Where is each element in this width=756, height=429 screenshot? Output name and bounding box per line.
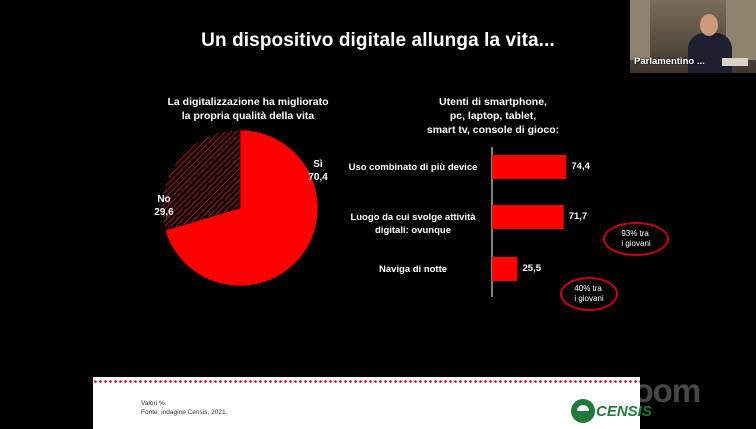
participant-head bbox=[700, 14, 718, 36]
zoom-watermark: zoom bbox=[618, 372, 701, 409]
category-line: Luogo da cui svolge attività bbox=[350, 212, 476, 223]
bar-title-line: Utenti di smartphone, bbox=[439, 96, 547, 108]
bar-0 bbox=[492, 155, 567, 179]
category-line: Uso combinato di più device bbox=[348, 162, 478, 173]
callout-line: i giovani bbox=[621, 239, 651, 248]
participant-body bbox=[688, 33, 732, 73]
participant-name: Parlamentino ... bbox=[634, 56, 705, 67]
bar-2 bbox=[492, 257, 518, 281]
bar-title-line: pc, laptop, tablet, bbox=[449, 110, 537, 122]
annotation-callout: 93% tra i giovani bbox=[603, 222, 669, 256]
bar-value-label: 71,7 bbox=[568, 211, 588, 222]
pie-slice-1 bbox=[161, 129, 241, 231]
dotted-divider bbox=[93, 380, 640, 383]
pie-chart-title: La digitalizzazione ha migliorato la pro… bbox=[148, 95, 348, 123]
bar-title-line: smart tv, console di gioco: bbox=[426, 124, 560, 136]
category-line: digitali: ovunque bbox=[375, 225, 451, 236]
pie-label-si: Sì 70,4 bbox=[300, 158, 336, 184]
pie-label-value: 29,6 bbox=[154, 207, 174, 218]
footer-source: Fonte: indagine Censis, 2021. bbox=[141, 409, 228, 416]
bar-value-label: 74,4 bbox=[571, 161, 590, 172]
callout-line: 40% tra bbox=[574, 284, 602, 293]
bar-chart-title: Utenti di smartphone, pc, laptop, tablet… bbox=[398, 95, 588, 137]
bar-category-label: Luogo da cui svolge attività digitali: o… bbox=[338, 211, 488, 237]
bar-1 bbox=[492, 205, 564, 229]
bar-category-label: Uso combinato di più device bbox=[338, 161, 488, 174]
callout-line: i giovani bbox=[574, 294, 604, 303]
bar-category-label: Naviga di notte bbox=[338, 263, 488, 276]
slide-footer: Valori %. Fonte: indagine Censis, 2021. … bbox=[93, 377, 652, 429]
pie-label-value: 70,4 bbox=[308, 172, 328, 183]
censis-logo-icon bbox=[571, 399, 595, 423]
pie-label-name: No bbox=[157, 194, 171, 205]
category-line: Naviga di notte bbox=[378, 264, 448, 275]
pie-label-no: No 29,6 bbox=[146, 193, 182, 219]
pie-title-line: La digitalizzazione ha migliorato bbox=[167, 96, 329, 108]
slide-title: Un dispositivo digitale allunga la vita.… bbox=[201, 30, 555, 51]
desk-nameplate bbox=[722, 58, 748, 66]
pie-slice-0 bbox=[164, 129, 319, 287]
pie-title-line: la propria qualità della vita bbox=[181, 110, 315, 122]
annotation-callout: 40% tra i giovani bbox=[560, 277, 618, 311]
participant-video-tile[interactable]: Parlamentino ... bbox=[630, 0, 756, 73]
footer-note: Valori %. bbox=[141, 400, 167, 407]
censis-logo: CENSIS bbox=[571, 399, 652, 423]
censis-logo-text: CENSIS bbox=[596, 402, 652, 420]
callout-line: 93% tra bbox=[621, 229, 649, 238]
bar-value-label: 25,5 bbox=[522, 263, 542, 274]
pie-label-name: Sì bbox=[313, 159, 323, 170]
background-panel bbox=[630, 0, 650, 60]
